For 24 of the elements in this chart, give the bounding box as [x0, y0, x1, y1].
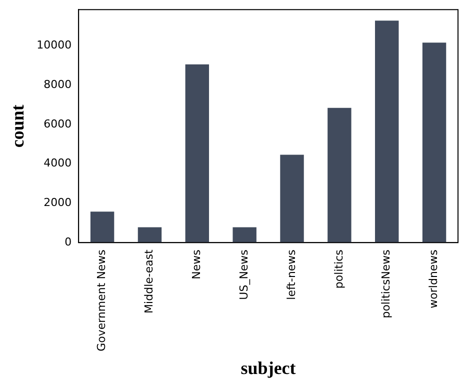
x-axis-title: subject	[240, 358, 296, 378]
x-tick-label: left-news	[284, 249, 298, 300]
x-tick-label: Middle-east	[142, 248, 156, 314]
x-tick-label: US_News	[237, 249, 250, 300]
y-tick-label: 0	[64, 235, 72, 248]
bar	[232, 227, 256, 243]
x-tick-label: politics	[332, 249, 346, 289]
bar	[375, 20, 399, 243]
y-tick-label: 8000	[44, 78, 72, 91]
bar	[90, 212, 114, 243]
bar	[328, 108, 352, 243]
x-tick-label: Government News	[95, 249, 108, 352]
bar	[185, 64, 210, 243]
bar	[138, 227, 162, 243]
y-tick-label: 4000	[44, 156, 72, 170]
bar	[280, 154, 304, 243]
y-tick-label: 6000	[44, 117, 72, 130]
x-tick-label: worldnews	[427, 249, 440, 308]
y-axis-title: count	[7, 104, 28, 148]
x-tick-label: News	[190, 249, 204, 280]
y-tick-label: 2000	[44, 196, 72, 210]
y-tick-label: 10000	[36, 38, 72, 52]
bar	[422, 42, 446, 243]
x-tick-label: politicsNews	[380, 249, 393, 318]
